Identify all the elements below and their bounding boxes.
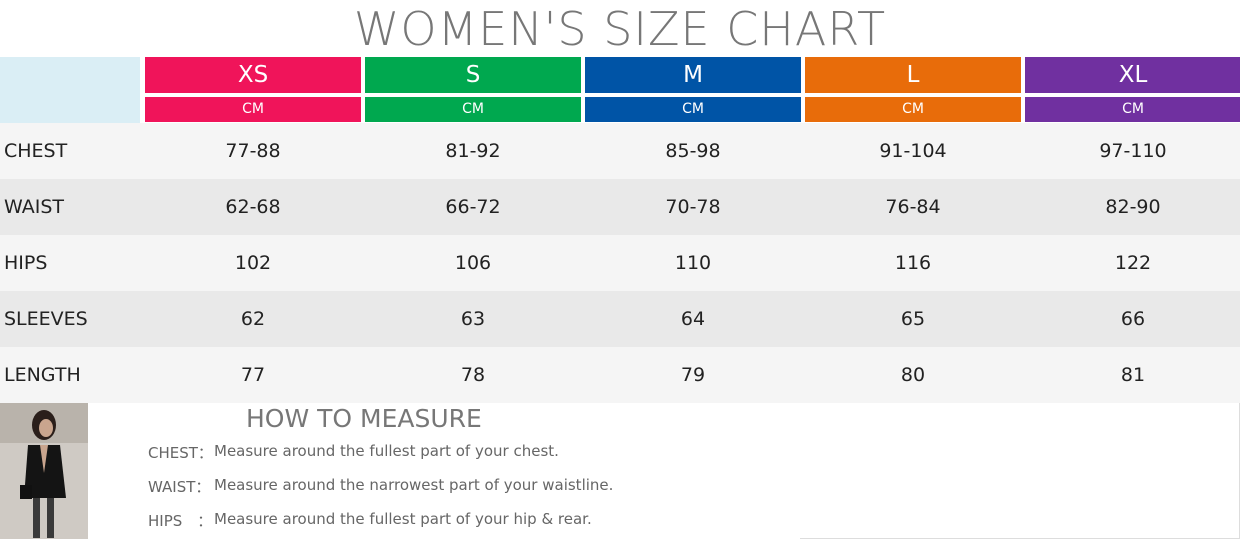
size-header: XL — [1025, 57, 1240, 93]
cell-value: 81-92 — [445, 140, 501, 162]
cell-value: 70-78 — [665, 196, 721, 218]
frame — [800, 403, 1240, 539]
table-row — [0, 123, 1240, 179]
cell-value: 76-84 — [885, 196, 941, 218]
cell-value: 65 — [900, 308, 926, 330]
row-label: WAIST — [4, 196, 65, 218]
cell-value: 122 — [1114, 252, 1152, 274]
cell-value: 82-90 — [1105, 196, 1161, 218]
unit-header: CM — [585, 97, 801, 122]
table-row — [0, 235, 1240, 291]
table-row — [0, 179, 1240, 235]
table-row — [0, 291, 1240, 347]
cell-value: 66-72 — [445, 196, 501, 218]
cell-value: 77 — [240, 364, 266, 386]
measure-label: CHEST： — [148, 444, 213, 462]
unit-header: CM — [145, 97, 361, 122]
cell-value: 64 — [680, 308, 706, 330]
cell-value: 79 — [680, 364, 706, 386]
unit-header: CM — [805, 97, 1021, 122]
cell-value: 63 — [460, 308, 486, 330]
row-label: CHEST — [4, 140, 68, 162]
cell-value: 102 — [234, 252, 272, 274]
cell-value: 97-110 — [1099, 140, 1167, 162]
cell-value: 80 — [900, 364, 926, 386]
unit-header: CM — [1025, 97, 1240, 122]
row-label: LENGTH — [4, 364, 81, 386]
cell-value: 62 — [240, 308, 266, 330]
cell-value: 91-104 — [879, 140, 947, 162]
measure-text: Measure around the narrowest part of you… — [214, 476, 614, 494]
cell-value: 81 — [1120, 364, 1146, 386]
measure-label: HIPS ： — [148, 512, 213, 530]
cell-value: 66 — [1120, 308, 1146, 330]
size-header: L — [805, 57, 1021, 93]
size-header: S — [365, 57, 581, 93]
row-label: HIPS — [4, 252, 48, 274]
cell-value: 78 — [460, 364, 486, 386]
cell-value: 62-68 — [225, 196, 281, 218]
corner-cell — [0, 57, 140, 123]
title: WOMEN'S SIZE CHART — [353, 2, 887, 56]
measure-label: WAIST： — [148, 478, 211, 496]
unit-header: CM — [365, 97, 581, 122]
size-header: M — [585, 57, 801, 93]
cell-value: 110 — [674, 252, 712, 274]
model-photo — [0, 403, 88, 539]
cell-value: 77-88 — [225, 140, 281, 162]
size-header: XS — [145, 57, 361, 93]
cell-value: 85-98 — [665, 140, 721, 162]
cell-value: 106 — [454, 252, 492, 274]
measure-text: Measure around the fullest part of your … — [214, 510, 592, 528]
cell-value: 116 — [894, 252, 932, 274]
measure-text: Measure around the fullest part of your … — [214, 442, 559, 460]
table-row — [0, 347, 1240, 403]
row-label: SLEEVES — [4, 308, 88, 330]
measure-title: HOW TO MEASURE — [246, 404, 482, 433]
